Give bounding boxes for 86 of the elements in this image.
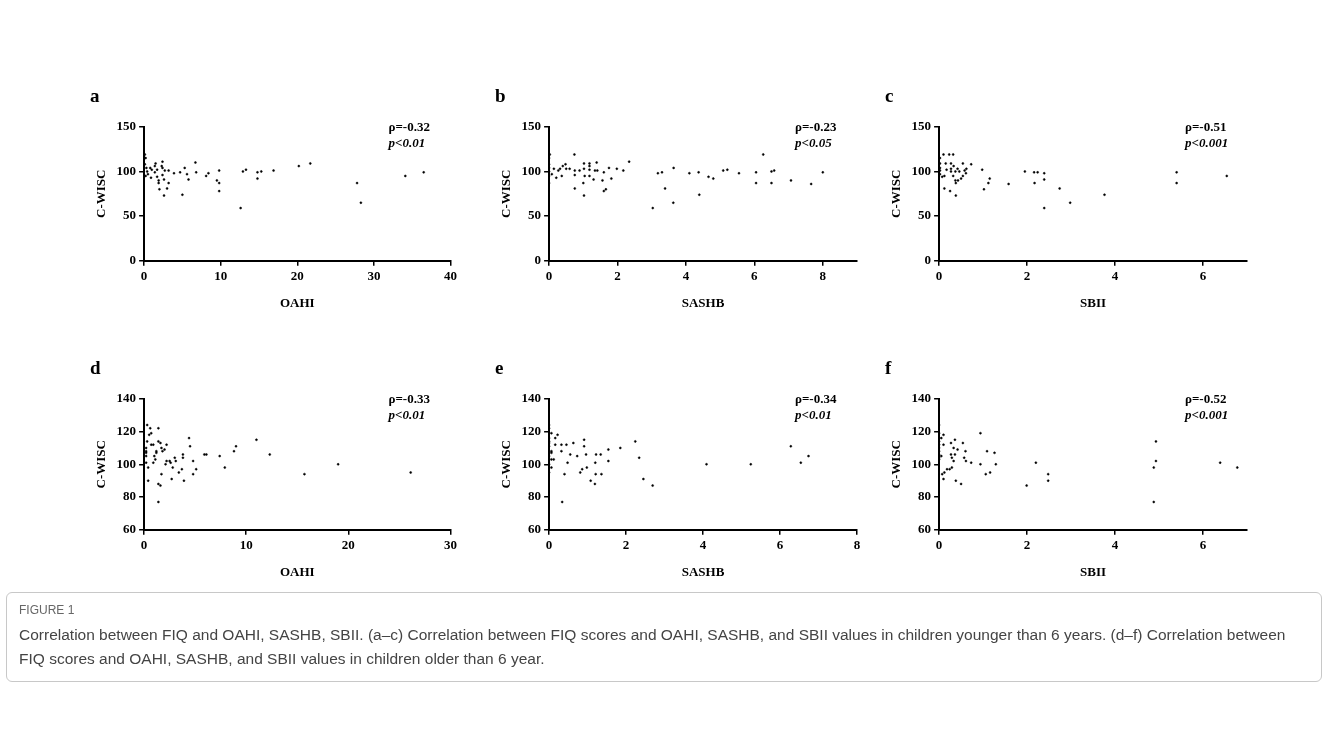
y-tick-label: 60: [123, 521, 137, 537]
y-tick-label: 100: [116, 455, 137, 471]
x-tick-label: 4: [1111, 536, 1119, 552]
x-axis-title: SBII: [1080, 294, 1107, 310]
annotation: ρ=-0.23: [795, 118, 837, 134]
y-tick-label: 100: [521, 162, 542, 178]
y-tick-label: 60: [918, 521, 932, 537]
x-tick-label: 6: [1199, 267, 1207, 283]
y-axis-title: C-WISC: [498, 440, 514, 489]
annotation: p<0.001: [1184, 406, 1229, 422]
chart-title: a: [90, 85, 100, 107]
x-axis-title: OAHI: [279, 294, 315, 310]
y-axis-title: C-WISC: [93, 169, 109, 218]
y-axis-title: C-WISC: [498, 169, 514, 218]
y-tick-label: 0: [534, 252, 542, 268]
x-tick-label: 30: [444, 536, 457, 552]
x-tick-label: 0: [140, 267, 148, 283]
y-tick-label: 100: [911, 455, 932, 471]
y-tick-label: 80: [528, 488, 542, 504]
x-tick-label: 4: [682, 267, 690, 283]
x-tick-label: 20: [341, 536, 355, 552]
x-tick-label: 20: [290, 267, 304, 283]
x-axis-title: SASHB: [681, 563, 725, 579]
y-tick-label: 140: [116, 390, 137, 406]
x-tick-label: 0: [935, 536, 943, 552]
annotation: p<0.01: [387, 406, 426, 422]
y-tick-label: 150: [911, 118, 932, 134]
y-tick-label: 80: [123, 488, 137, 504]
annotation: p<0.001: [1184, 134, 1229, 150]
annotation: ρ=-0.32: [388, 118, 430, 134]
x-tick-label: 0: [140, 536, 148, 552]
x-axis-title: OAHI: [279, 563, 315, 579]
x-tick-label: 4: [1111, 267, 1119, 283]
text: FIGURE 1: [19, 603, 76, 617]
chart-title: e: [495, 357, 504, 379]
x-tick-label: 8: [853, 536, 861, 552]
y-tick-label: 100: [911, 162, 932, 178]
x-tick-label: 0: [935, 267, 943, 283]
x-axis-title: SBII: [1080, 563, 1107, 579]
y-tick-label: 50: [918, 207, 932, 223]
x-tick-label: 30: [367, 267, 381, 283]
y-axis-title: C-WISC: [888, 440, 904, 489]
x-tick-label: 10: [214, 267, 228, 283]
annotation: ρ=-0.34: [795, 390, 837, 406]
y-tick-label: 140: [911, 390, 932, 406]
chart-title: f: [885, 357, 892, 379]
annotation: p<0.01: [794, 406, 832, 422]
y-tick-label: 0: [129, 252, 137, 268]
x-tick-label: 2: [614, 267, 621, 283]
y-tick-label: 120: [911, 422, 932, 438]
y-tick-label: 80: [918, 488, 932, 504]
x-tick-label: 40: [444, 267, 457, 283]
y-tick-label: 60: [528, 521, 542, 537]
y-tick-label: 150: [116, 118, 137, 134]
x-axis-title: SASHB: [681, 294, 725, 310]
y-axis-title: C-WISC: [888, 169, 904, 218]
x-tick-label: 0: [545, 267, 553, 283]
y-tick-label: 0: [924, 252, 932, 268]
y-tick-label: 100: [521, 455, 542, 471]
chart-title: b: [495, 85, 506, 107]
y-tick-label: 150: [521, 118, 542, 134]
x-tick-label: 6: [751, 267, 759, 283]
annotation: ρ=-0.33: [388, 390, 431, 406]
x-tick-label: 2: [1023, 267, 1031, 283]
x-tick-label: 8: [819, 267, 827, 283]
x-tick-label: 6: [776, 536, 784, 552]
annotation: p<0.01: [387, 134, 426, 150]
annotation: ρ=-0.51: [1185, 118, 1227, 134]
y-tick-label: 120: [116, 422, 137, 438]
chart-title: d: [90, 357, 101, 379]
y-tick-label: 100: [116, 162, 137, 178]
annotation: ρ=-0.52: [1185, 390, 1227, 406]
y-tick-label: 50: [528, 207, 542, 223]
y-tick-label: 140: [521, 390, 542, 406]
y-tick-label: 120: [521, 422, 542, 438]
x-tick-label: 6: [1199, 536, 1207, 552]
x-tick-label: 2: [622, 536, 630, 552]
chart-title: c: [885, 85, 894, 107]
y-tick-label: 50: [123, 207, 137, 223]
y-axis-title: C-WISC: [93, 440, 109, 489]
annotation: p<0.05: [794, 134, 833, 150]
x-tick-label: 4: [699, 536, 707, 552]
x-tick-label: 10: [239, 536, 253, 552]
text: Correlation between FIQ and OAHI, SASHB, SBII. (a–c) Correlation between FIQ scores and OAHI, SASHB, and SBII values in children younger than 6 years. (d–f) Correlation between FIQ scores and OAHI, SASHB, and SBII values in children older than 6 year.: [19, 625, 1287, 669]
x-tick-label: 2: [1023, 536, 1031, 552]
x-tick-label: 0: [545, 536, 553, 552]
